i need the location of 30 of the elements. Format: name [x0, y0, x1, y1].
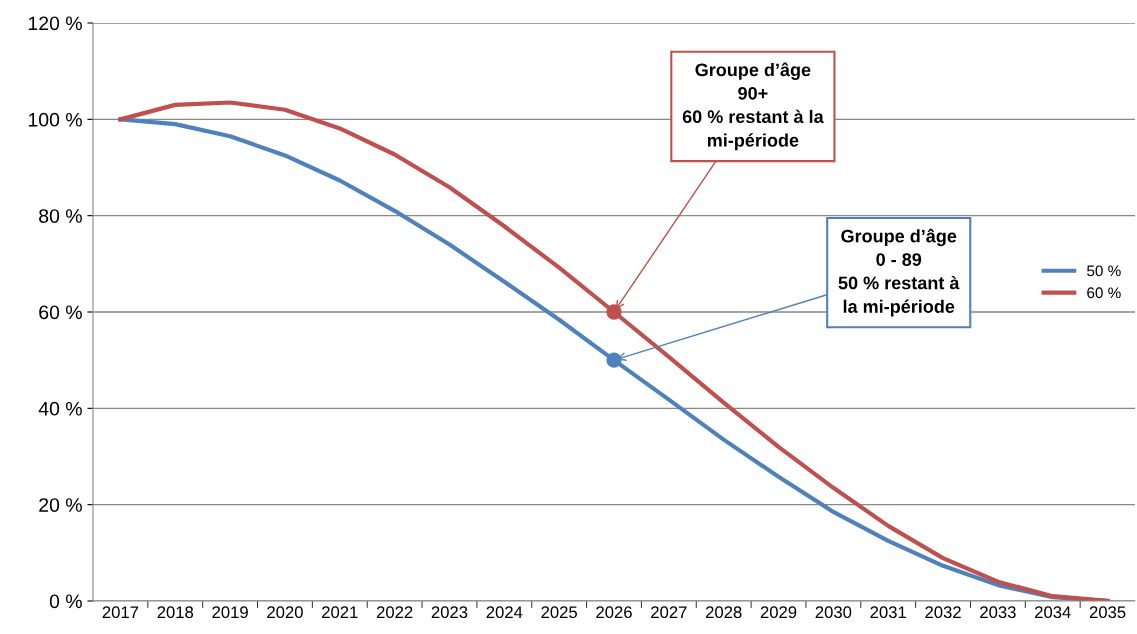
annotation: Groupe d’âge 0 - 89 50 % restant à la mi-période [838, 228, 960, 317]
legend-label: 50 % [1087, 265, 1121, 277]
x-tick-label: 2018 [157, 606, 194, 619]
annotation: Groupe d’âge 90+ 60 % restant à la mi-période [682, 62, 824, 151]
x-tick-label: 2028 [705, 606, 742, 619]
x-tick-label: 2024 [486, 606, 523, 619]
y-tick-label: 100 % [28, 112, 82, 127]
x-tick-label: 2030 [815, 606, 852, 619]
y-tick-label: 0 % [49, 594, 82, 609]
y-tick-label: 80 % [39, 209, 82, 223]
x-tick-label: 2020 [267, 606, 303, 619]
y-tick-label: 40 % [38, 401, 82, 416]
legend-label: 60 % [1087, 287, 1121, 299]
x-tick-label: 2031 [870, 606, 906, 619]
x-tick-label: 2023 [431, 606, 468, 619]
y-tick-label: 120 % [28, 16, 82, 31]
y-tick-label: 20 % [39, 498, 82, 512]
x-tick-label: 2033 [980, 606, 1016, 619]
x-tick-label: 2034 [1035, 606, 1071, 619]
x-tick-label: 2027 [651, 606, 687, 619]
y-tick-label: 60 % [39, 305, 82, 320]
x-tick-label: 2025 [541, 606, 577, 619]
x-tick-label: 2019 [212, 606, 248, 619]
x-tick-label: 2029 [760, 606, 797, 619]
x-tick-label: 2026 [596, 606, 632, 619]
x-tick-label: 2021 [322, 606, 358, 619]
x-tick-label: 2017 [102, 606, 139, 619]
x-tick-label: 2035 [1089, 606, 1126, 619]
x-tick-label: 2022 [376, 606, 413, 619]
x-tick-label: 2032 [925, 606, 961, 619]
